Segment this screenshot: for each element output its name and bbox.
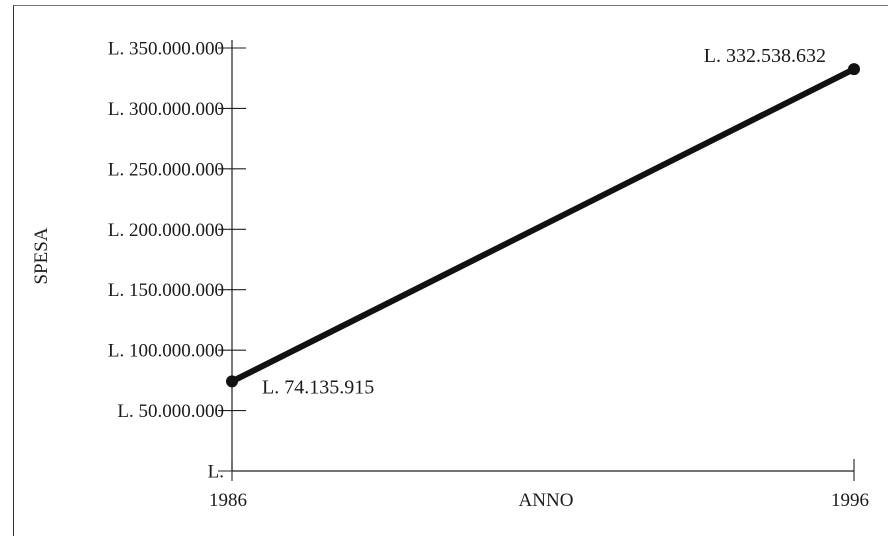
chart-frame bbox=[13, 5, 888, 536]
data-point bbox=[848, 63, 860, 76]
axes bbox=[231, 40, 854, 472]
x-axis-ticks: 1986 1996 bbox=[209, 459, 869, 511]
y-tick-label: L. 250.000.000 bbox=[108, 159, 224, 180]
x-tick-label: 1996 bbox=[831, 490, 869, 511]
y-axis-title: SPESA bbox=[31, 227, 52, 284]
series-line bbox=[229, 66, 857, 385]
y-tick-label: L. 350.000.000 bbox=[108, 39, 224, 60]
y-axis-ticks: L. L. 50.000.000 L. 100.000.000 L. 150.000.… bbox=[108, 39, 246, 483]
y-tick-label: L. 50.000.000 bbox=[117, 401, 224, 422]
data-label: L. 74.135.915 bbox=[262, 376, 374, 398]
data-point bbox=[226, 375, 238, 388]
x-tick-label: 1986 bbox=[209, 490, 247, 511]
data-label: L. 332.538.632 bbox=[704, 45, 826, 67]
y-tick-label: L. 150.000.000 bbox=[108, 280, 224, 301]
y-tick-label: L. 200.000.000 bbox=[108, 220, 224, 241]
y-tick-label: L. 100.000.000 bbox=[108, 341, 224, 362]
series-group: L. 74.135.915 L. 332.538.632 bbox=[226, 45, 860, 398]
x-axis-title: ANNO bbox=[519, 490, 574, 511]
y-tick-label: L. 300.000.000 bbox=[108, 99, 224, 120]
y-tick-label: L. bbox=[208, 462, 224, 483]
